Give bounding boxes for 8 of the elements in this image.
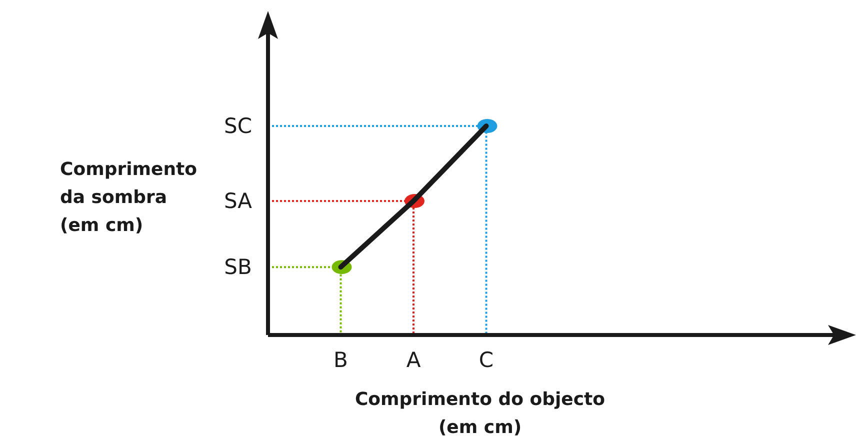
x-tick-label: B — [334, 348, 348, 372]
text: SB — [224, 255, 252, 280]
x-tick-label: A — [406, 348, 422, 372]
x-axis-title: Comprimento do objecto (em cm) — [354, 389, 606, 438]
text: SA — [224, 189, 253, 214]
y-axis-title: Comprimento da sombra (em cm) — [60, 159, 198, 236]
text: SC — [224, 114, 252, 138]
x-tick-label: C — [478, 348, 494, 372]
